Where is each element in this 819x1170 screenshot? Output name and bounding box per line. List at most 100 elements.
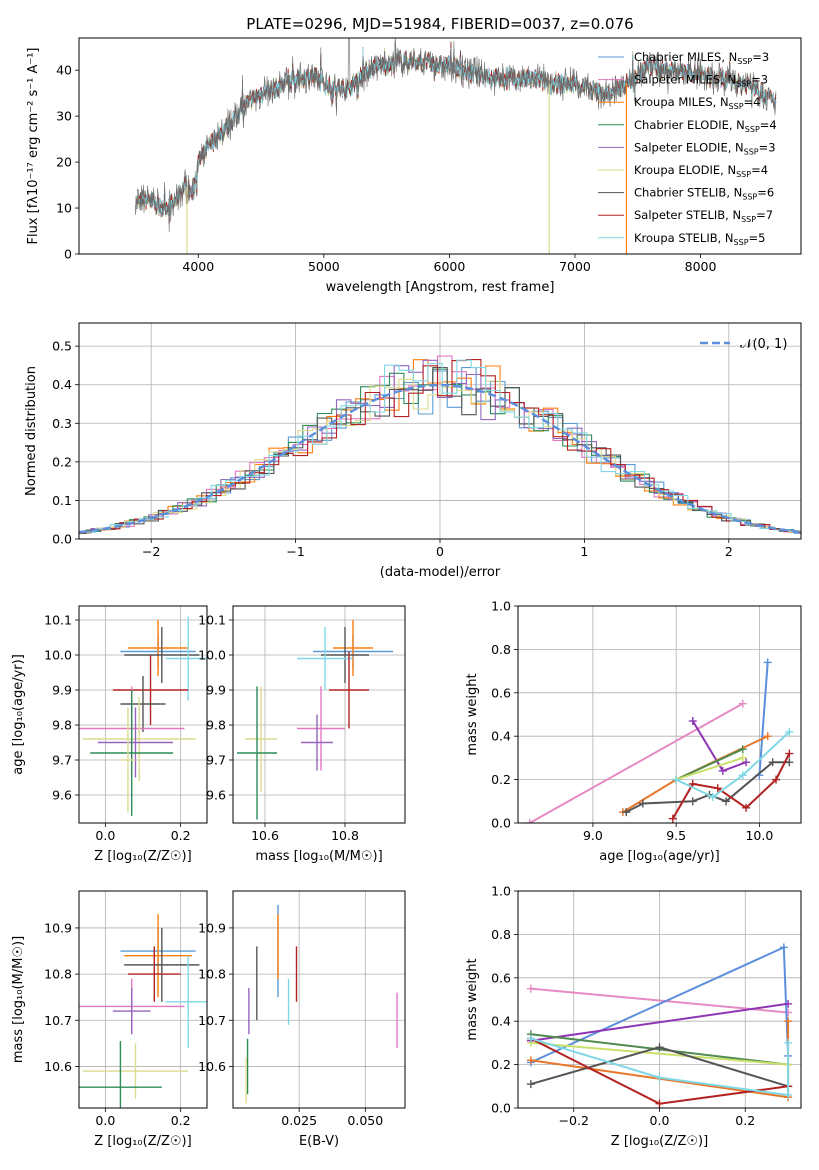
legend-entry: Kroupa STELIB, NSSP=5 [634, 231, 765, 247]
legend-value: =5 [749, 231, 766, 245]
y-tick-label: 30 [56, 109, 72, 124]
weight-line [675, 748, 744, 781]
x-axis-label: Z [log₁₀(Z/Z☉)] [94, 849, 191, 864]
x-tick-label: 0 [436, 544, 444, 559]
axes-frame [517, 890, 802, 1109]
y-tick-label: 9.6 [52, 788, 72, 803]
legend-entry: Chabrier STELIB, NSSP=6 [634, 186, 774, 202]
y-tick-label: 0.0 [52, 532, 72, 547]
x-tick-label: 0.2 [171, 828, 191, 843]
x-tick-label: 10.6 [251, 828, 279, 843]
y-tick-label: 9.6 [206, 788, 226, 803]
axes-spectrum: 4000 5000 6000 7000 8000 0 10 20 30 40 wavelength … [26, 37, 802, 295]
legend-entry: Chabrier MILES, NSSP=3 [634, 50, 769, 66]
weight-line [675, 731, 790, 799]
y-tick-label: 10.6 [44, 1059, 72, 1074]
x-tick-label: 5000 [308, 259, 340, 274]
x-tick-label: 1 [580, 544, 588, 559]
observed-spectrum-line [135, 38, 777, 233]
grid-lines [233, 606, 405, 823]
legend-subscript: SSP [736, 80, 751, 89]
x-tick-label: 10.0 [745, 828, 773, 843]
y-tick-label: 10.9 [44, 920, 72, 935]
legend-subscript: SSP [744, 147, 759, 156]
y-axis-label: mass weight [465, 958, 480, 1040]
legend-value: =4 [751, 163, 768, 177]
x-tick-label: 6000 [434, 259, 466, 274]
plot-area [237, 620, 393, 820]
y-tick-label: 0.3 [52, 416, 72, 431]
x-axis-label: mass [log₁₀(M/M☉)] [255, 849, 382, 864]
weight-line [758, 662, 769, 776]
grid-lines [233, 891, 405, 1108]
y-tick-label: 20 [56, 155, 72, 170]
axes-frame [78, 605, 208, 824]
ticks: 9.0 9.5 10.0 0.0 0.2 0.4 0.6 0.8 1.0 [491, 599, 773, 844]
y-axis-label: Flux [fλ10⁻¹⁷ erg cm⁻² s⁻¹ A⁻¹] [26, 48, 41, 245]
plot-area [79, 914, 207, 1108]
axes-frame [78, 890, 208, 1109]
weight-line [530, 987, 789, 1014]
x-tick-label: 2 [725, 544, 733, 559]
y-tick-label: 9.8 [52, 718, 72, 733]
x-tick-label: 7000 [559, 259, 591, 274]
legend-entry: Kroupa ELODIE, NSSP=4 [634, 163, 768, 179]
legend-value: =3 [752, 50, 769, 64]
y-tick-label: 0.2 [491, 772, 511, 787]
y-tick-label: 9.7 [52, 753, 72, 768]
legend: Chabrier MILES, NSSP=3 Salpeter MILES, NS… [598, 50, 777, 247]
plot-area [135, 38, 777, 254]
residual-histogram [81, 378, 801, 533]
weight-line [530, 1037, 790, 1097]
residual-histogram [81, 359, 801, 533]
x-axis-label: Z [log₁₀(Z/Z☉)] [611, 1134, 708, 1149]
y-axis-label: mass weight [465, 673, 480, 755]
chart-title: PLATE=0296, MJD=51984, FIBERID=0037, z=0… [246, 15, 633, 33]
y-tick-label: 10.8 [44, 967, 72, 982]
x-tick-label: 0.025 [281, 1113, 317, 1128]
x-tick-label: 0.050 [347, 1113, 383, 1128]
x-tick-label: −1 [286, 544, 304, 559]
x-tick-label: −2 [142, 544, 160, 559]
y-axis-label: Normed distribution [24, 366, 39, 496]
axes-residuals: −2 −1 0 1 2 0.0 0.1 0.2 0.3 0.4 0.5 (data-model)/er… [24, 322, 802, 580]
y-tick-label: 0.2 [52, 454, 72, 469]
weight-line [530, 1002, 789, 1042]
weight-line [675, 756, 744, 781]
y-tick-label: 0.4 [491, 1014, 511, 1029]
x-axis-label: E(B-V) [299, 1134, 339, 1149]
ticks: 0.0 0.2 9.6 9.7 9.8 9.9 10.0 10.1 [44, 613, 190, 844]
y-tick-label: 40 [56, 63, 72, 78]
x-tick-label: 0.0 [95, 828, 115, 843]
ticks: 0.025 0.050 10.6 10.7 10.8 10.9 [198, 920, 383, 1128]
ticks: −2 −1 0 1 2 0.0 0.1 0.2 0.3 0.4 0.5 [52, 339, 733, 559]
residual-histogram [79, 359, 801, 534]
legend-subscript: SSP [729, 102, 744, 111]
axes-frame [232, 890, 406, 1109]
legend-entry: Salpeter ELODIE, NSSP=3 [634, 140, 776, 156]
y-tick-label: 10.1 [44, 613, 72, 628]
legend-entry: 𝒩(0, 1) [740, 337, 787, 352]
ticks: −0.2 0.0 0.2 0.0 0.2 0.4 0.6 0.8 1.0 [491, 884, 755, 1129]
weight-line [529, 702, 744, 823]
y-tick-label: 9.8 [206, 718, 226, 733]
normal-curve [79, 383, 801, 534]
y-tick-label: 0.6 [491, 970, 511, 985]
y-tick-label: 10.6 [198, 1059, 226, 1074]
y-tick-label: 0.6 [491, 685, 511, 700]
plot-area [79, 355, 801, 534]
x-tick-label: 4000 [182, 259, 214, 274]
weight-line [671, 753, 791, 820]
legend-entry: Salpeter MILES, NSSP=3 [634, 73, 768, 89]
y-tick-label: 10.0 [198, 648, 226, 663]
y-tick-label: 9.9 [52, 683, 72, 698]
x-tick-label: 9.0 [583, 828, 603, 843]
y-tick-label: 10.8 [198, 967, 226, 982]
axes-mass_vs_z: 0.0 0.2 10.6 10.7 10.8 10.9 Z [log₁₀(Z/Z☉)] mas… [11, 890, 208, 1149]
y-tick-label: 10.0 [44, 648, 72, 663]
plot-area [245, 904, 398, 1104]
axes-age_vs_z: 0.0 0.2 9.6 9.7 9.8 9.9 10.0 10.1 Z [log₁₀(Z/Z☉)… [11, 605, 208, 864]
x-tick-label: 0.0 [95, 1113, 115, 1128]
axes-frame [78, 37, 802, 255]
legend-value: =4 [744, 95, 761, 109]
